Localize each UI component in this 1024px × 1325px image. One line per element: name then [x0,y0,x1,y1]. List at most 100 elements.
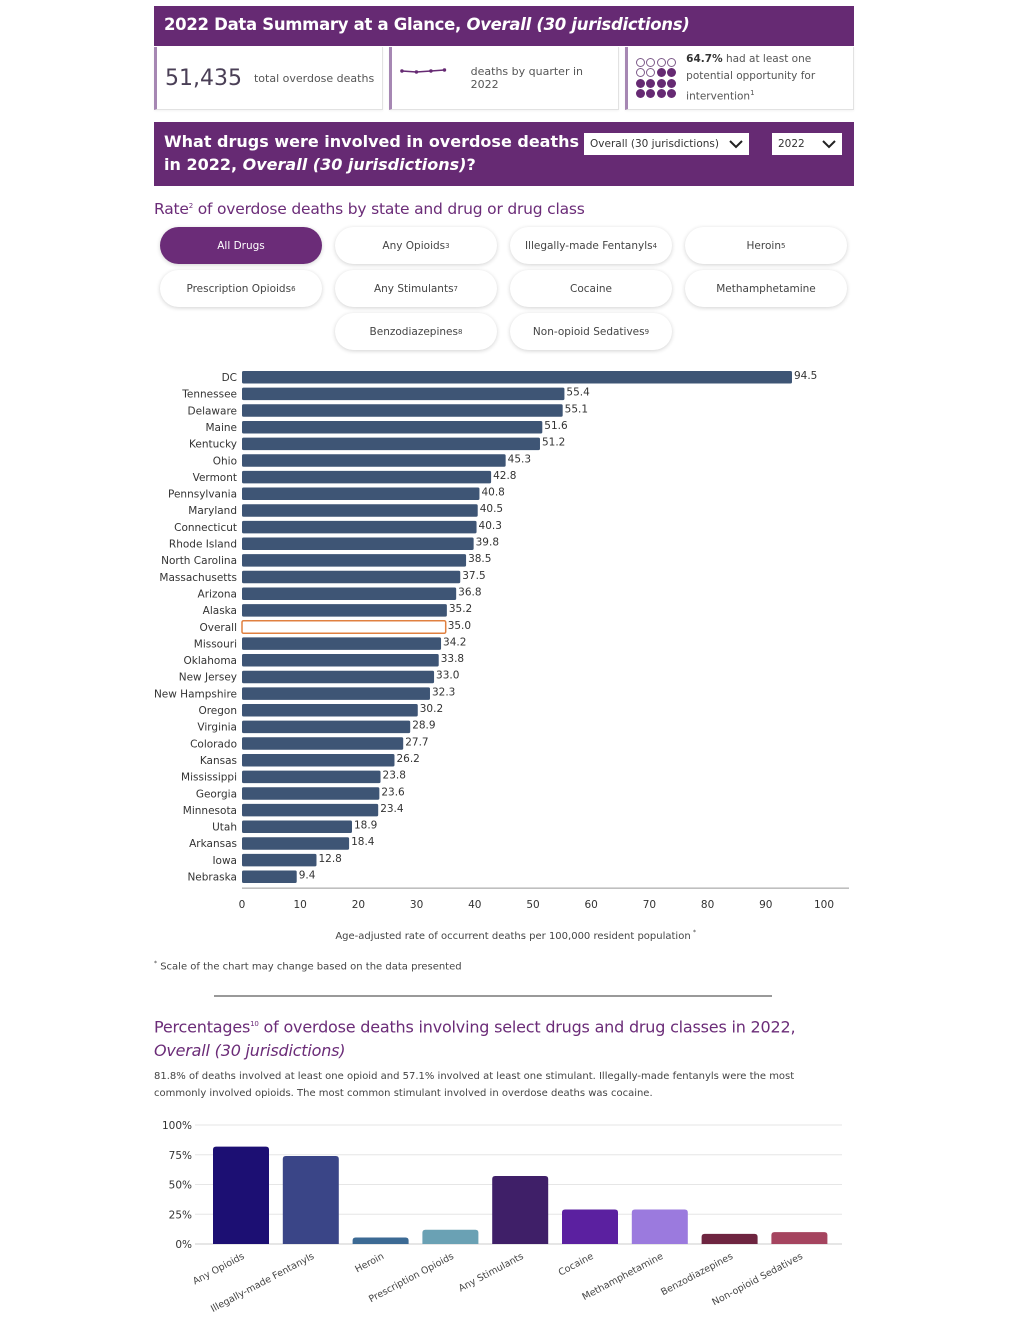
filter-pill-methamphetamine[interactable]: Methamphetamine [685,270,847,307]
bar-virginia[interactable] [242,720,411,734]
category-label: Mississippi [181,772,237,784]
summary-banner: 2022 Data Summary at a Glance, Overall (… [154,6,854,46]
drugs-title-line1: What drugs were involved in overdose dea… [164,132,580,151]
bar-alaska[interactable] [242,604,447,617]
drugs-title-line2: in 2022, Overall (30 jurisdictions)? [164,153,844,176]
quarterly-deaths-label: deaths by quarter in 2022 [470,65,583,91]
filter-pill-benzodiazepines[interactable]: Benzodiazepines 8 [335,313,497,350]
dot-filled [646,78,656,88]
pill-footnote: 5 [780,241,786,250]
bar-connecticut[interactable] [242,520,477,534]
bar-pennsylvania[interactable] [242,487,480,501]
filter-pill-cocaine[interactable]: Cocaine [510,270,672,307]
value-label: 35.2 [449,603,472,615]
pill-footnote: 8 [457,327,463,336]
bar-methamphetamine[interactable] [631,1209,688,1244]
bar-arkansas[interactable] [242,837,350,850]
year-select[interactable]: 2022 [772,133,842,155]
filter-pill-prescription-opioids[interactable]: Prescription Opioids 6 [160,270,322,307]
bar-kansas[interactable] [242,753,395,767]
category-label: Colorado [190,738,237,750]
dot-empty [646,57,656,67]
bar-mississippi[interactable] [242,770,381,784]
scale-footnote: * Scale of the chart may change based on… [154,960,462,972]
value-label: 45.3 [508,453,531,465]
filter-pill-all-drugs[interactable]: All Drugs [160,227,322,264]
value-label: 18.4 [351,836,375,848]
rate-bar-chart: DC 94.5 Tennessee 55.4 Delaware 55.1 Maine 51.6… [154,370,849,942]
bar-utah[interactable] [242,820,352,834]
value-label: 51.6 [544,420,568,432]
dot-empty [635,68,645,78]
category-label: Iowa [212,855,237,867]
bar-oklahoma[interactable] [242,654,439,667]
bar-oregon[interactable] [242,704,418,717]
pill-footnote: 6 [291,284,296,293]
bar-nebraska[interactable] [242,870,297,884]
value-label: 35.0 [448,620,471,632]
bar-new-hampshire[interactable] [242,687,430,700]
x-tick-label: 40 [468,899,481,911]
intervention-footnote: 1 [750,88,755,97]
filter-pill-any-stimulants[interactable]: Any Stimulants 7 [335,270,497,307]
bar-cocaine[interactable] [562,1209,618,1244]
bar-vermont[interactable] [242,470,492,484]
category-label: New Hampshire [154,688,237,700]
category-label: Kansas [200,755,237,767]
bar-overall[interactable] [241,620,447,634]
bar-delaware[interactable] [242,404,563,417]
bar-iowa[interactable] [242,853,317,867]
filter-pill-non-opioid-sedatives[interactable]: Non-opioid Sedatives 9 [510,313,672,350]
bar-any-stimulants[interactable] [492,1176,549,1244]
jurisdiction-select-value: Overall (30 jurisdictions) [590,138,719,150]
bar-dc[interactable] [242,371,792,384]
total-deaths-value: 51,435 [165,65,242,91]
filter-pill-illegally-made-fentanyls[interactable]: Illegally-made Fentanyls 4 [510,227,672,264]
value-label: 38.5 [468,553,491,565]
bar-maryland[interactable] [242,504,478,517]
bar-benzodiazepines[interactable] [701,1233,758,1244]
bar-maine[interactable] [242,420,543,434]
chevron-down-icon [729,140,743,149]
pill-label: Benzodiazepines [369,325,458,338]
value-label: 34.2 [443,636,466,648]
drugs-title-jurisdiction: Overall (30 jurisdictions) [242,155,467,174]
dot-empty [646,68,656,78]
category-label: Arkansas [189,838,237,850]
y-tick-label: 100% [162,1120,192,1132]
value-label: 55.1 [565,403,588,415]
bar-any-opioids[interactable] [213,1146,269,1244]
bar-new-jersey[interactable] [242,670,435,684]
pct-title-footnote: 10 [250,1020,259,1028]
bar-minnesota[interactable] [242,803,379,817]
drugs-banner: What drugs were involved in overdose dea… [154,122,854,186]
category-label: Maryland [188,505,237,517]
dashboard: 2022 Data Summary at a Glance, Overall (… [154,6,854,362]
category-label: Cocaine [557,1251,596,1279]
bar-massachusetts[interactable] [242,570,461,584]
bar-ohio[interactable] [242,454,506,467]
jurisdiction-select[interactable]: Overall (30 jurisdictions) [584,133,749,155]
filter-pill-any-opioids[interactable]: Any Opioids 3 [335,227,497,264]
bar-arizona[interactable] [242,587,457,600]
bar-north-carolina[interactable] [242,554,467,567]
bar-tennessee[interactable] [242,387,565,401]
filter-pill-heroin[interactable]: Heroin 5 [685,227,847,264]
bar-heroin[interactable] [352,1237,409,1244]
pill-label: Non-opioid Sedatives [532,325,645,338]
value-label: 36.8 [458,586,481,598]
value-label: 55.4 [566,387,590,399]
bar-colorado[interactable] [242,737,404,750]
quarterly-deaths-card[interactable]: deaths by quarter in 2022 [389,47,619,110]
category-label: Overall [199,622,237,634]
bar-georgia[interactable] [242,787,380,800]
bar-rhode-island[interactable] [242,537,474,551]
bar-illegally-made-fentanyls[interactable] [282,1155,339,1244]
bar-missouri[interactable] [242,637,442,650]
dot-filled [667,89,677,99]
category-label: Ohio [213,455,237,467]
bar-kentucky[interactable] [242,437,540,451]
bar-prescription-opioids[interactable] [422,1229,479,1244]
category-label: Maine [205,422,237,434]
bar-non-opioid-sedatives[interactable] [771,1232,828,1244]
